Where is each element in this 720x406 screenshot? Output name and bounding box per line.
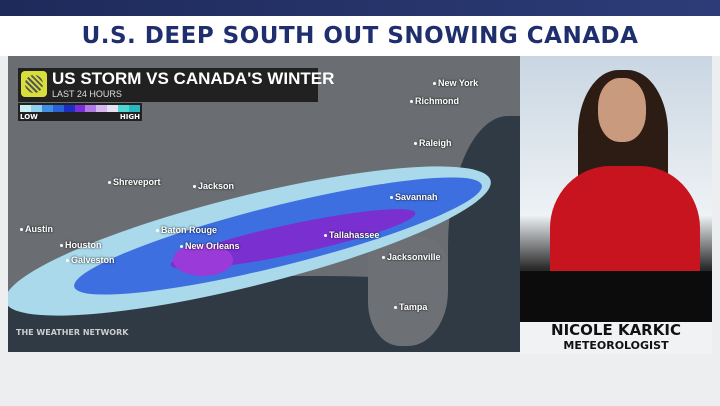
presenter-video: [520, 56, 712, 322]
city-label: Tallahassee: [324, 230, 379, 240]
city-label: Tampa: [394, 302, 427, 312]
headline: U.S. DEEP SOUTH OUT SNOWING CANADA: [0, 16, 720, 56]
presenter-face: [598, 78, 646, 142]
city-label: Galveston: [66, 255, 115, 265]
scale-swatch: [118, 105, 130, 112]
desk: [520, 271, 712, 322]
scale-swatch: [96, 105, 108, 112]
snow-scale-legend: LOW HIGH: [18, 103, 142, 121]
city-label: Raleigh: [414, 138, 452, 148]
city-label: Jacksonville: [382, 252, 441, 262]
scale-swatch: [20, 105, 31, 112]
city-label: New Orleans: [180, 241, 240, 251]
city-label: Houston: [60, 240, 102, 250]
city-label: Shreveport: [108, 177, 161, 187]
scale-low: LOW: [20, 113, 38, 121]
scale-high: HIGH: [119, 113, 140, 121]
scale-swatch: [107, 105, 119, 112]
weather-network-logo-icon: [21, 71, 47, 97]
scale-swatch: [41, 105, 53, 112]
presenter-name: NICOLE KARKIC: [551, 321, 681, 339]
city-label: Savannah: [390, 192, 438, 202]
scale-swatch: [63, 105, 75, 112]
weather-map: New York Richmond Raleigh Shreveport Jac…: [8, 56, 520, 352]
scale-swatch: [74, 105, 86, 112]
scale-swatch: [129, 105, 140, 112]
atlantic-ocean: [448, 116, 520, 352]
city-label: New York: [433, 78, 478, 88]
city-label: Jackson: [193, 181, 234, 191]
map-title: US STORM VS CANADA'S WINTER: [52, 69, 335, 88]
presenter-role: METEOROLOGIST: [563, 339, 669, 352]
scale-swatch: [30, 105, 42, 112]
map-title-box: US STORM VS CANADA'S WINTER LAST 24 HOUR…: [18, 68, 334, 102]
scale-swatch: [85, 105, 97, 112]
scale-swatch: [52, 105, 64, 112]
map-subtitle: LAST 24 HOURS: [52, 89, 122, 99]
city-label: Austin: [20, 224, 53, 234]
scale-bar: [20, 105, 140, 112]
city-label: Richmond: [410, 96, 459, 106]
city-label: Baton Rouge: [156, 225, 217, 235]
lower-third: NICOLE KARKIC METEOROLOGIST: [520, 322, 712, 354]
top-bar: [0, 0, 720, 16]
watermark: THE WEATHER NETWORK: [16, 328, 129, 337]
